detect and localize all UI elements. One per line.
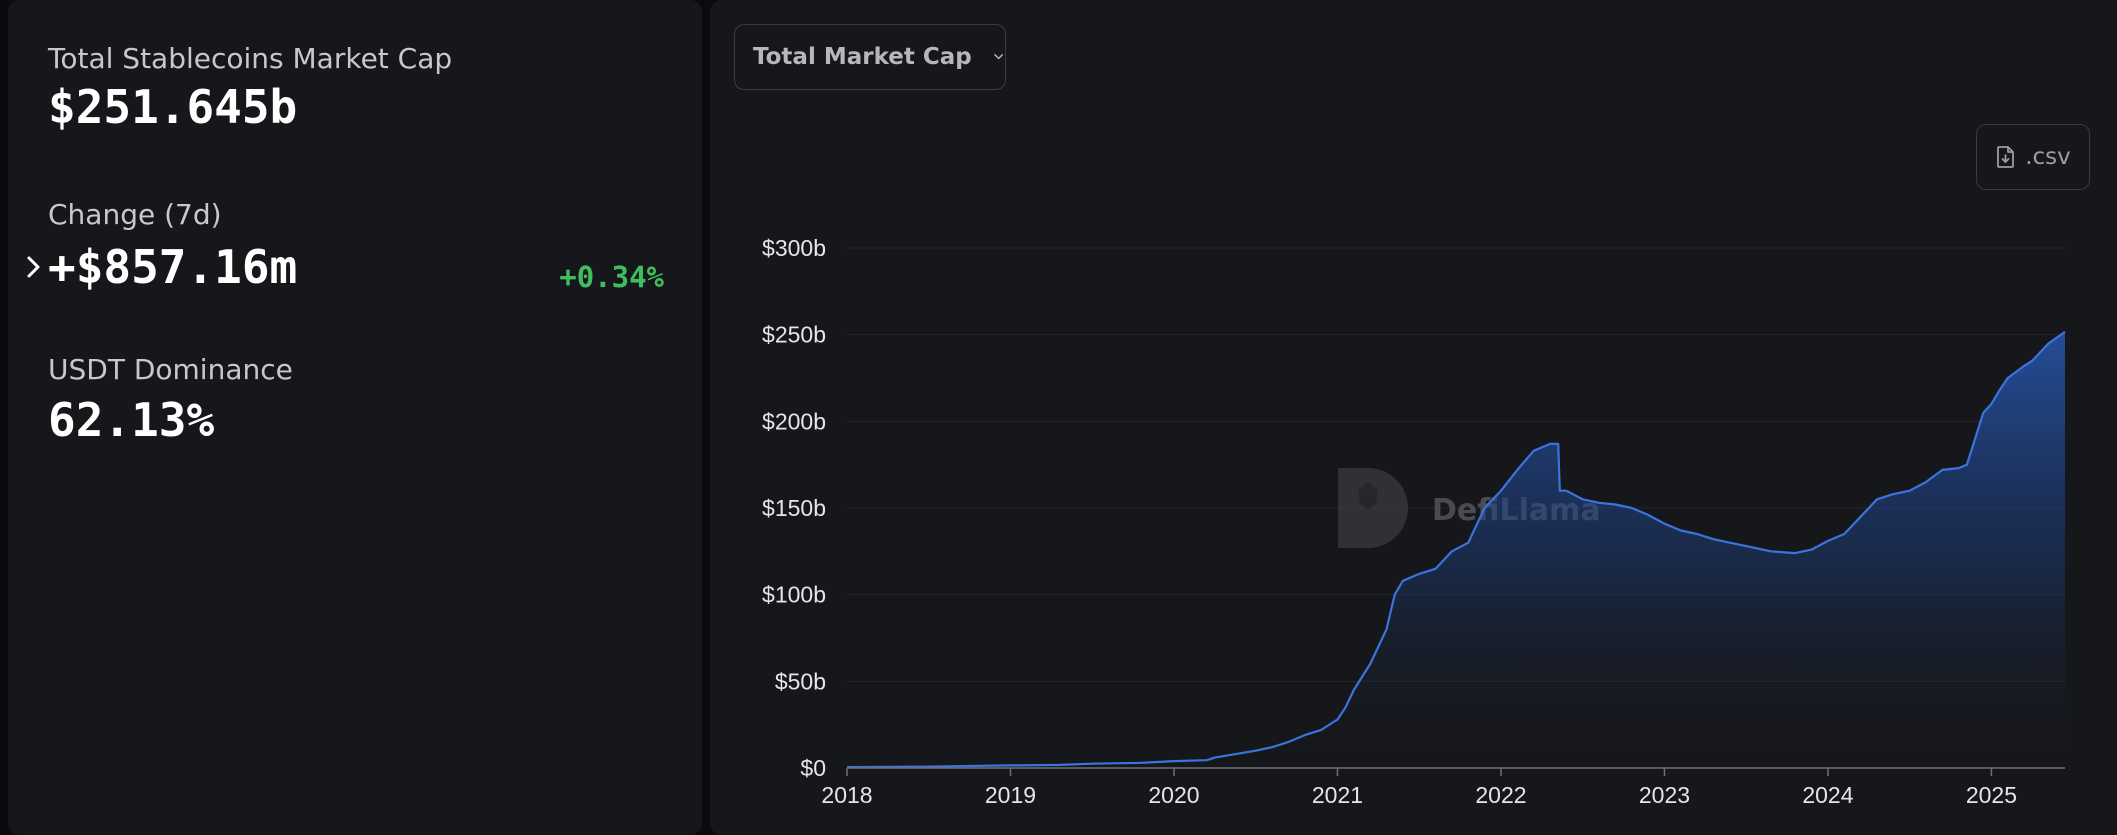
x-tick-label: 2020	[1148, 782, 1199, 808]
y-tick-label: $100b	[762, 582, 826, 608]
change-7d-value: +$857.16m	[48, 240, 298, 294]
x-tick-label: 2025	[1966, 782, 2017, 808]
y-tick-label: $200b	[762, 408, 826, 434]
y-tick-label: $50b	[775, 668, 826, 694]
chart-type-dropdown[interactable]: Total Market Cap	[734, 24, 1006, 90]
change-7d-percent: +0.34%	[559, 260, 664, 294]
usdt-dominance-label: USDT Dominance	[48, 353, 293, 386]
x-tick-label: 2019	[985, 782, 1036, 808]
total-market-cap-value: $251.645b	[48, 80, 298, 134]
x-tick-label: 2021	[1312, 782, 1363, 808]
change-7d-label: Change (7d)	[48, 198, 222, 231]
chevron-down-icon	[993, 54, 1003, 60]
defillama-logo-icon	[1338, 468, 1408, 548]
total-market-cap-label: Total Stablecoins Market Cap	[48, 42, 453, 75]
chevron-right-icon[interactable]	[19, 252, 49, 282]
x-tick-label: 2024	[1802, 782, 1853, 808]
y-tick-label: $150b	[762, 495, 826, 521]
market-cap-area-chart: DefiLlama $0$50b$100b$150b$200b$250b$300…	[762, 235, 2066, 808]
usdt-dominance-value: 62.13%	[48, 393, 215, 447]
y-tick-label: $0	[800, 755, 826, 781]
file-download-icon	[1997, 146, 2015, 168]
download-csv-button[interactable]: .csv	[1976, 124, 2090, 190]
market-cap-series-line	[846, 330, 2066, 769]
x-tick-label: 2022	[1475, 782, 1526, 808]
chart-type-dropdown-label: Total Market Cap	[753, 44, 972, 70]
download-csv-label: .csv	[2025, 144, 2071, 170]
y-tick-label: $250b	[762, 322, 826, 348]
x-tick-label: 2023	[1639, 782, 1690, 808]
stats-panel: Total Stablecoins Market Cap $251.645b C…	[8, 0, 702, 835]
y-tick-label: $300b	[762, 235, 826, 261]
x-tick-label: 2018	[821, 782, 872, 808]
